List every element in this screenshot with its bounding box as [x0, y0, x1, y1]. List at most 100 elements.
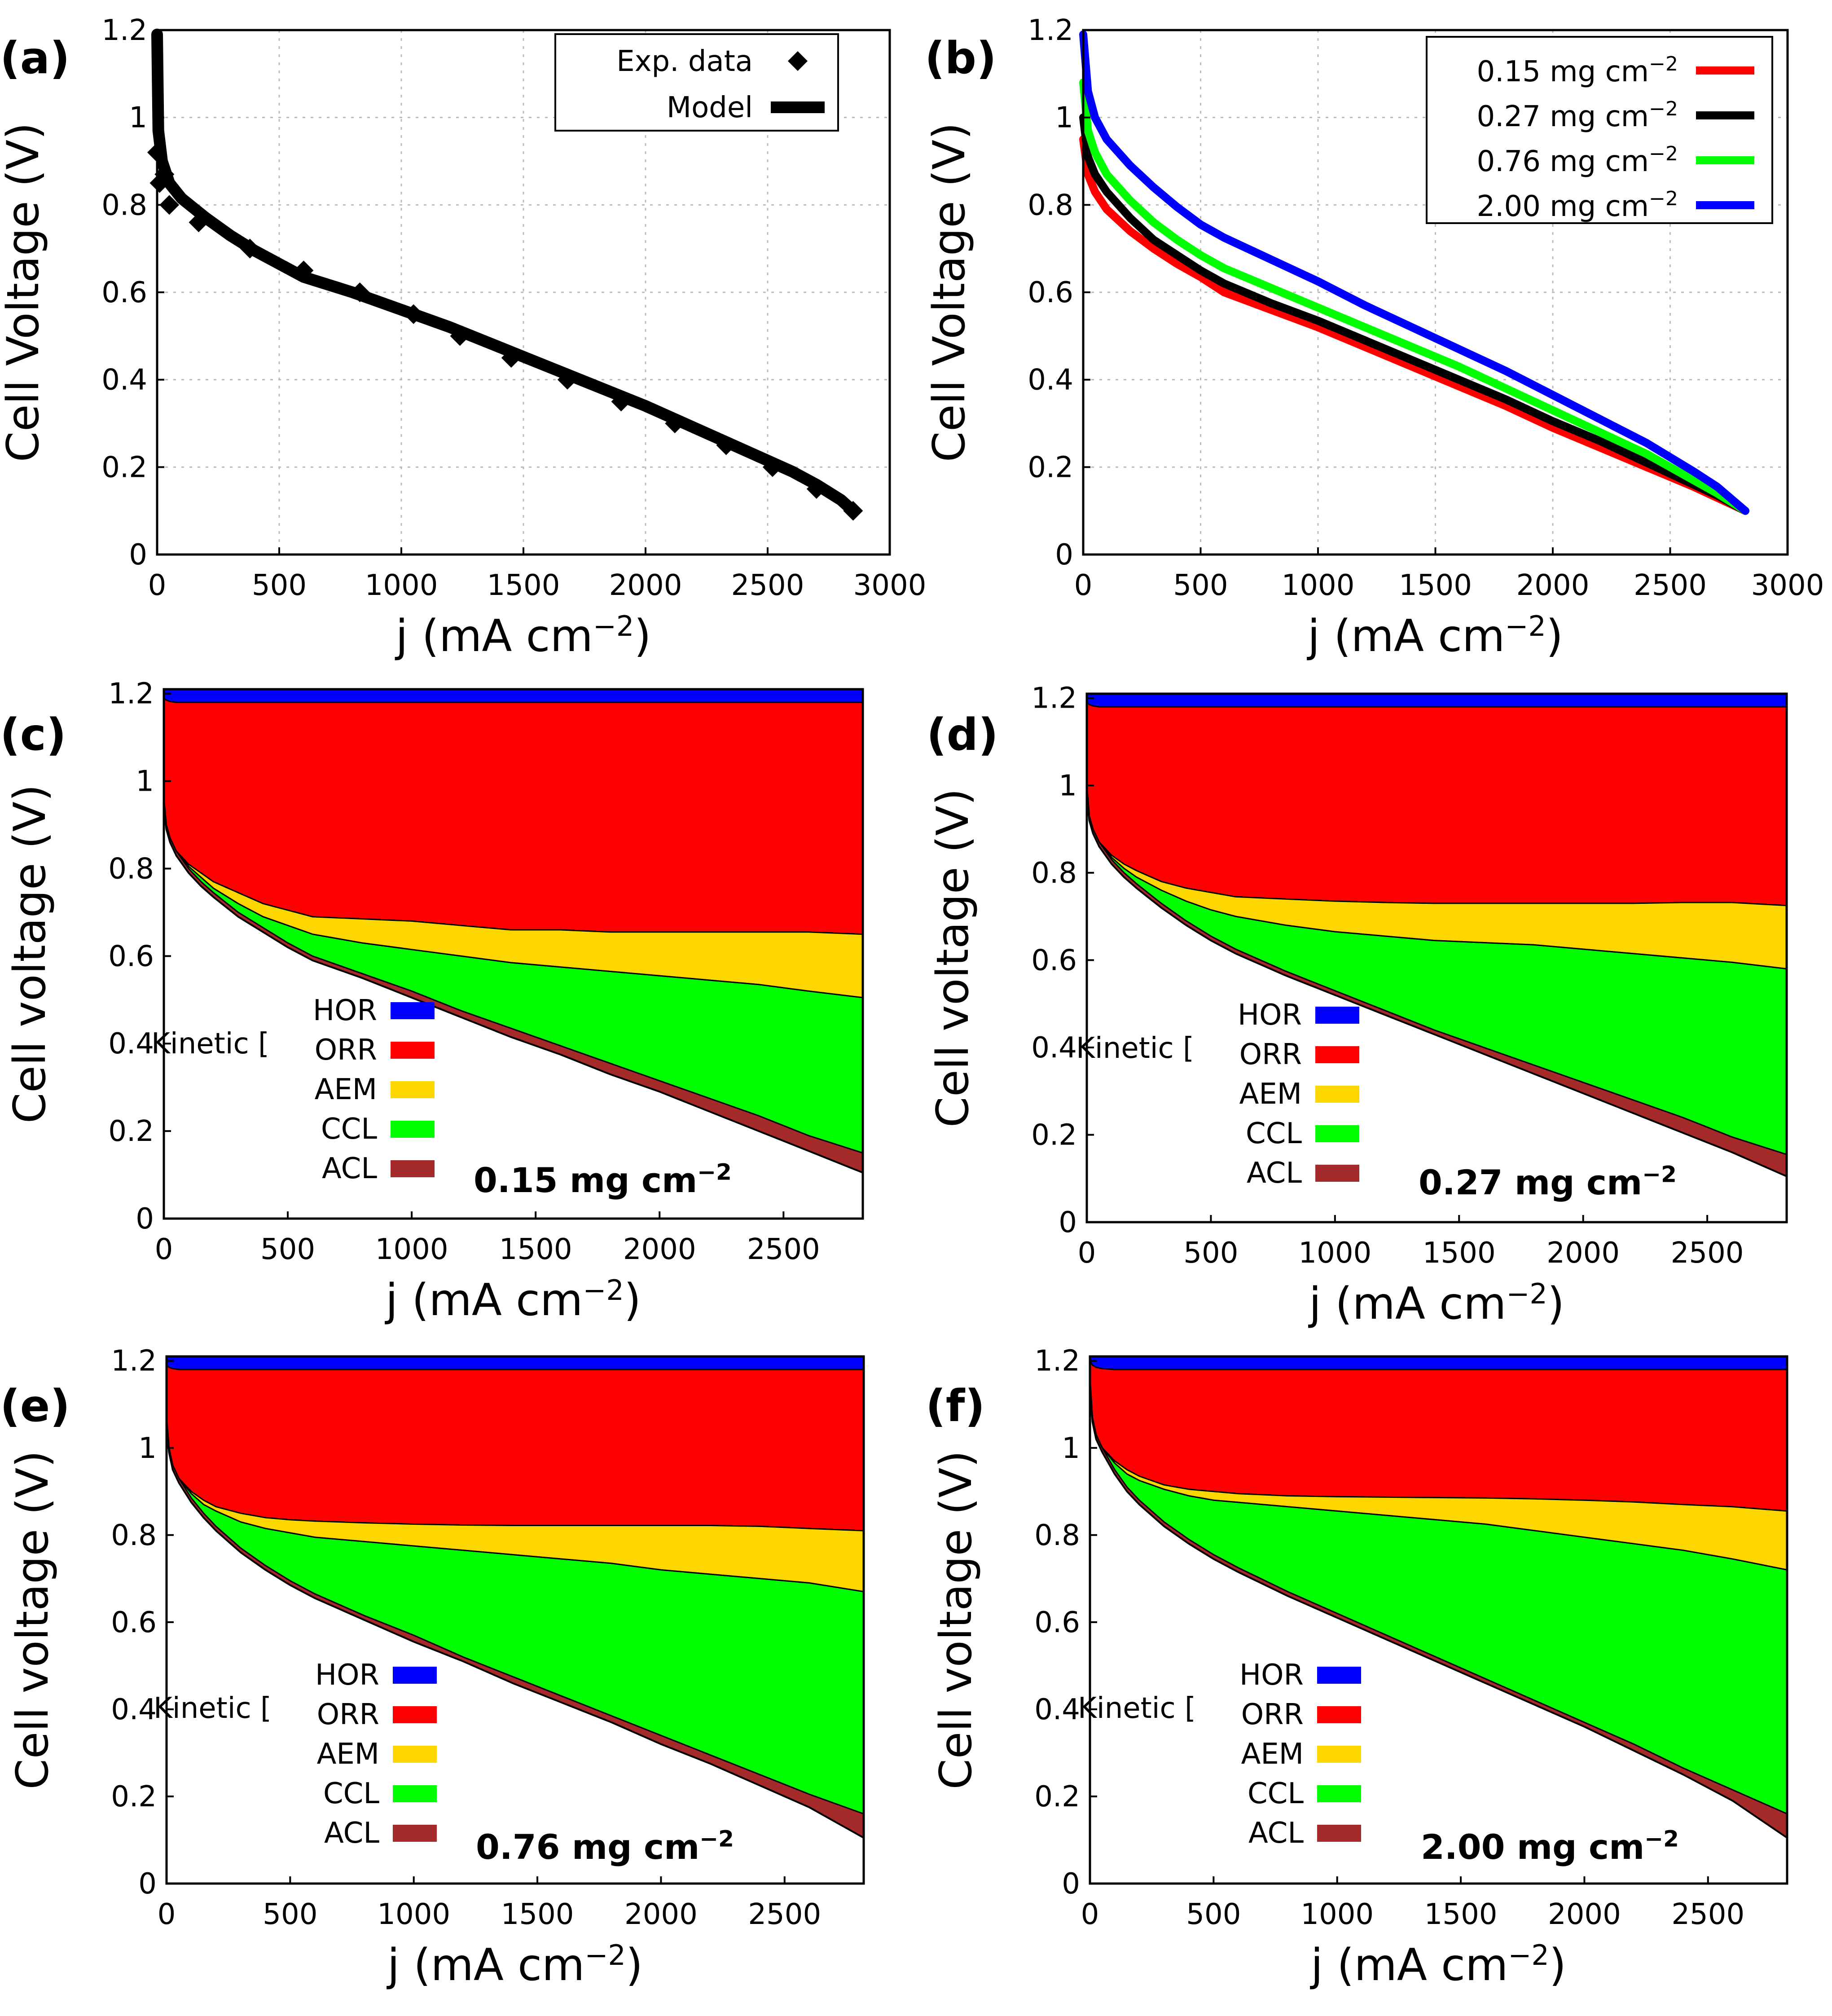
- legend-label-ccl: CCL: [323, 1777, 379, 1810]
- legend-swatch-aem: [1315, 1086, 1359, 1103]
- y-tick-label: 0.2: [101, 451, 147, 484]
- y-tick-label: 0.4: [1034, 1693, 1080, 1726]
- x-tick-label: 500: [1186, 1898, 1241, 1931]
- x-tick-label: 2500: [747, 1233, 820, 1266]
- legend-swatch-orr: [391, 1042, 435, 1059]
- x-tick-label: 1500: [1423, 1237, 1496, 1270]
- legend-swatch-hor: [1315, 1007, 1359, 1024]
- legend-label-acl: ACL: [1248, 1817, 1304, 1850]
- x-axis-label: j (mA cm−2): [1307, 610, 1563, 662]
- loading-label: 0.76 mg cm−2: [476, 1826, 734, 1867]
- y-tick-label: 0.4: [1028, 364, 1073, 397]
- x-tick-label: 500: [260, 1233, 315, 1266]
- x-tick-label: 1500: [501, 1898, 574, 1931]
- loading-label: 0.27 mg cm−2: [1419, 1162, 1677, 1203]
- legend-swatch-hor: [393, 1667, 437, 1684]
- x-tick-label: 1500: [1424, 1898, 1498, 1931]
- stack-bottom-line: [163, 803, 863, 1174]
- plot-frame: [165, 1355, 865, 1885]
- legend-label-aem: AEM: [1239, 1078, 1302, 1111]
- y-tick-label: 0.2: [1028, 451, 1073, 484]
- legend-label-orr: ORR: [315, 1034, 377, 1067]
- y-tick-label: 1: [129, 101, 147, 135]
- legend-group-label: Kinetic [: [1076, 1032, 1194, 1065]
- legend-box: [554, 33, 839, 132]
- legend-swatch-hor: [391, 1002, 435, 1019]
- x-axis-label: j (mA cm−2): [395, 610, 651, 662]
- y-tick-label: 0: [1062, 1867, 1080, 1901]
- legend-label-ccl: CCL: [1248, 1777, 1304, 1810]
- panel-label: (d): [927, 709, 998, 761]
- legend-label-aem: AEM: [317, 1738, 379, 1771]
- legend-swatch-acl: [1315, 1165, 1359, 1182]
- x-tick-label: 1000: [1298, 1237, 1371, 1270]
- series-line: [1079, 78, 1749, 515]
- x-tick-label: 2500: [1634, 569, 1707, 602]
- plot-frame: [1085, 692, 1788, 1224]
- y-tick-label: 1: [136, 765, 154, 798]
- stack-bottom-line: [1089, 1382, 1788, 1839]
- panel-label: (c): [0, 709, 66, 761]
- legend-swatch-aem: [1317, 1746, 1361, 1763]
- data-point-diamond: [159, 195, 180, 215]
- legend-swatch-orr: [393, 1706, 437, 1723]
- y-tick-label: 0.2: [1034, 1780, 1080, 1814]
- legend-swatch-orr: [1317, 1706, 1361, 1723]
- x-tick-label: 2500: [748, 1898, 821, 1931]
- y-tick-label: 0.8: [1034, 1519, 1080, 1552]
- x-axis-label: j (mA cm−2): [1308, 1277, 1564, 1329]
- series-line: [1079, 30, 1749, 515]
- x-tick-label: 0: [155, 1233, 173, 1266]
- legend-swatch-acl: [1317, 1825, 1361, 1842]
- y-tick-label: 0.6: [1028, 276, 1073, 309]
- x-tick-label: 1000: [375, 1233, 448, 1266]
- x-tick-label: 0: [148, 569, 167, 602]
- legend-swatch-aem: [393, 1746, 437, 1763]
- y-tick-label: 0.8: [1028, 189, 1073, 222]
- legend-swatch-ccl: [391, 1121, 435, 1138]
- legend-label-acl: ACL: [1247, 1157, 1302, 1190]
- y-tick-label: 1.2: [111, 1345, 157, 1378]
- loading-label: 2.00 mg cm−2: [1421, 1826, 1679, 1867]
- x-axis-label: j (mA cm−2): [387, 1939, 643, 1991]
- x-tick-label: 1000: [377, 1898, 450, 1931]
- y-tick-label: 1: [1059, 769, 1077, 802]
- y-tick-label: 0: [138, 1867, 157, 1901]
- legend-swatch-hor: [1317, 1667, 1361, 1684]
- area-band-orr: [163, 696, 864, 935]
- y-axis-label: Cell Voltage (V): [0, 123, 49, 462]
- series-line: [1079, 135, 1749, 515]
- y-tick-label: 0.4: [101, 364, 147, 397]
- legend-label: 0.27 mg cm−2: [1476, 97, 1678, 133]
- legend-label: 0.76 mg cm−2: [1476, 142, 1678, 178]
- legend-label-aem: AEM: [1241, 1738, 1304, 1771]
- y-tick-label: 0.4: [108, 1027, 154, 1061]
- chart-panel-f: HOR ORR AEM CCL ACL Kinetic [2.00 mg cm−2 0 500…: [926, 1345, 1788, 1991]
- legend-label-hor: HOR: [1239, 1659, 1304, 1692]
- plot-frame: [1089, 1355, 1788, 1885]
- y-tick-label: 0: [1059, 1206, 1077, 1239]
- legend-label-hor: HOR: [1238, 999, 1302, 1032]
- legend-label: Model: [667, 91, 753, 124]
- legend-swatch-acl: [393, 1825, 437, 1842]
- chart-panel-a: Exp. data Model 0 500 1000 1500 2000 2500 3000 0 0…: [0, 14, 926, 662]
- legend-label: 0.15 mg cm−2: [1476, 53, 1678, 88]
- legend-label-hor: HOR: [313, 994, 377, 1027]
- area-band-hor: [163, 688, 864, 703]
- panel-label: (a): [0, 33, 70, 84]
- x-tick-label: 0: [1078, 1237, 1096, 1270]
- legend-swatch-acl: [391, 1160, 435, 1177]
- y-axis-label: Cell voltage (V): [927, 788, 979, 1127]
- y-tick-label: 0: [129, 538, 147, 572]
- area-band-hor: [1086, 693, 1788, 708]
- legend-swatch-aem: [391, 1081, 435, 1098]
- y-tick-label: 0.6: [111, 1606, 157, 1639]
- legend-label-aem: AEM: [315, 1073, 377, 1106]
- x-tick-label: 500: [252, 569, 307, 602]
- y-tick-label: 1.2: [101, 14, 147, 47]
- y-axis-label: Cell voltage (V): [7, 1450, 58, 1789]
- chart-panel-d: HOR ORR AEM CCL ACL Kinetic [0.27 mg cm−2 0 500…: [927, 682, 1788, 1329]
- x-tick-label: 500: [1183, 1237, 1238, 1270]
